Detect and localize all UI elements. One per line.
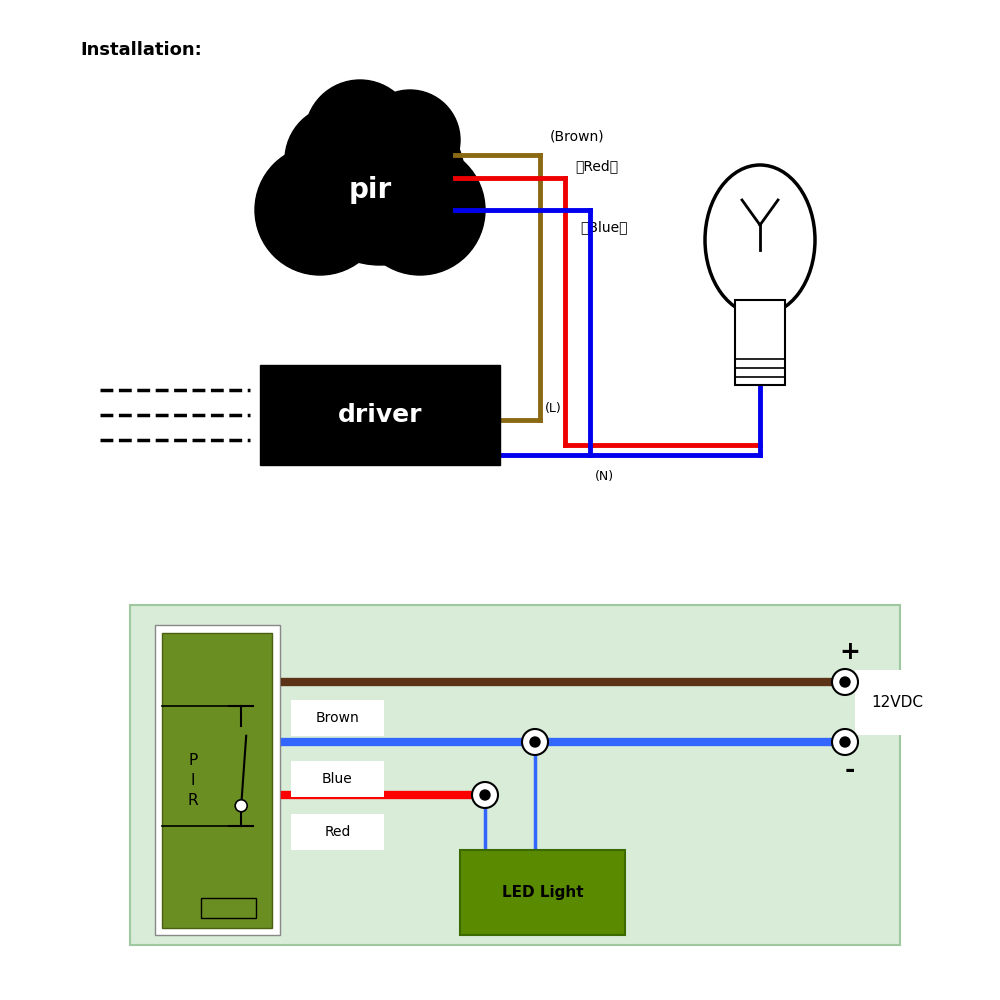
Text: （Blue）: （Blue）	[580, 220, 628, 234]
Circle shape	[255, 145, 385, 275]
Text: (L): (L)	[545, 402, 562, 415]
Text: Blue: Blue	[322, 772, 353, 786]
Circle shape	[360, 90, 460, 190]
FancyBboxPatch shape	[162, 633, 272, 928]
Circle shape	[295, 95, 465, 265]
Circle shape	[285, 105, 395, 215]
FancyBboxPatch shape	[155, 625, 280, 935]
Circle shape	[355, 145, 485, 275]
Text: driver: driver	[338, 403, 422, 427]
Text: P
I
R: P I R	[187, 753, 198, 808]
Circle shape	[832, 669, 858, 695]
FancyBboxPatch shape	[291, 761, 384, 797]
FancyBboxPatch shape	[460, 850, 625, 935]
Text: -: -	[845, 758, 855, 782]
Text: Brown: Brown	[316, 711, 359, 725]
Text: Red: Red	[324, 825, 351, 839]
Text: （Red）: （Red）	[575, 159, 618, 173]
Circle shape	[472, 782, 498, 808]
Text: 12VDC: 12VDC	[872, 695, 924, 710]
Text: LED Light: LED Light	[502, 885, 583, 900]
FancyBboxPatch shape	[291, 814, 384, 850]
Circle shape	[832, 729, 858, 755]
Circle shape	[522, 729, 548, 755]
Circle shape	[235, 800, 247, 812]
Circle shape	[530, 737, 540, 747]
Circle shape	[840, 677, 850, 687]
Text: (N): (N)	[595, 470, 614, 483]
FancyBboxPatch shape	[855, 670, 940, 735]
Text: pir: pir	[348, 176, 392, 204]
Text: +: +	[840, 640, 860, 664]
Ellipse shape	[705, 165, 815, 315]
FancyBboxPatch shape	[130, 605, 900, 945]
Circle shape	[840, 737, 850, 747]
Text: Installation:: Installation:	[80, 41, 202, 59]
Circle shape	[305, 80, 415, 190]
FancyBboxPatch shape	[735, 300, 785, 385]
FancyBboxPatch shape	[291, 700, 384, 736]
Text: (Brown): (Brown)	[550, 129, 605, 143]
Circle shape	[480, 790, 490, 800]
FancyBboxPatch shape	[260, 365, 500, 465]
